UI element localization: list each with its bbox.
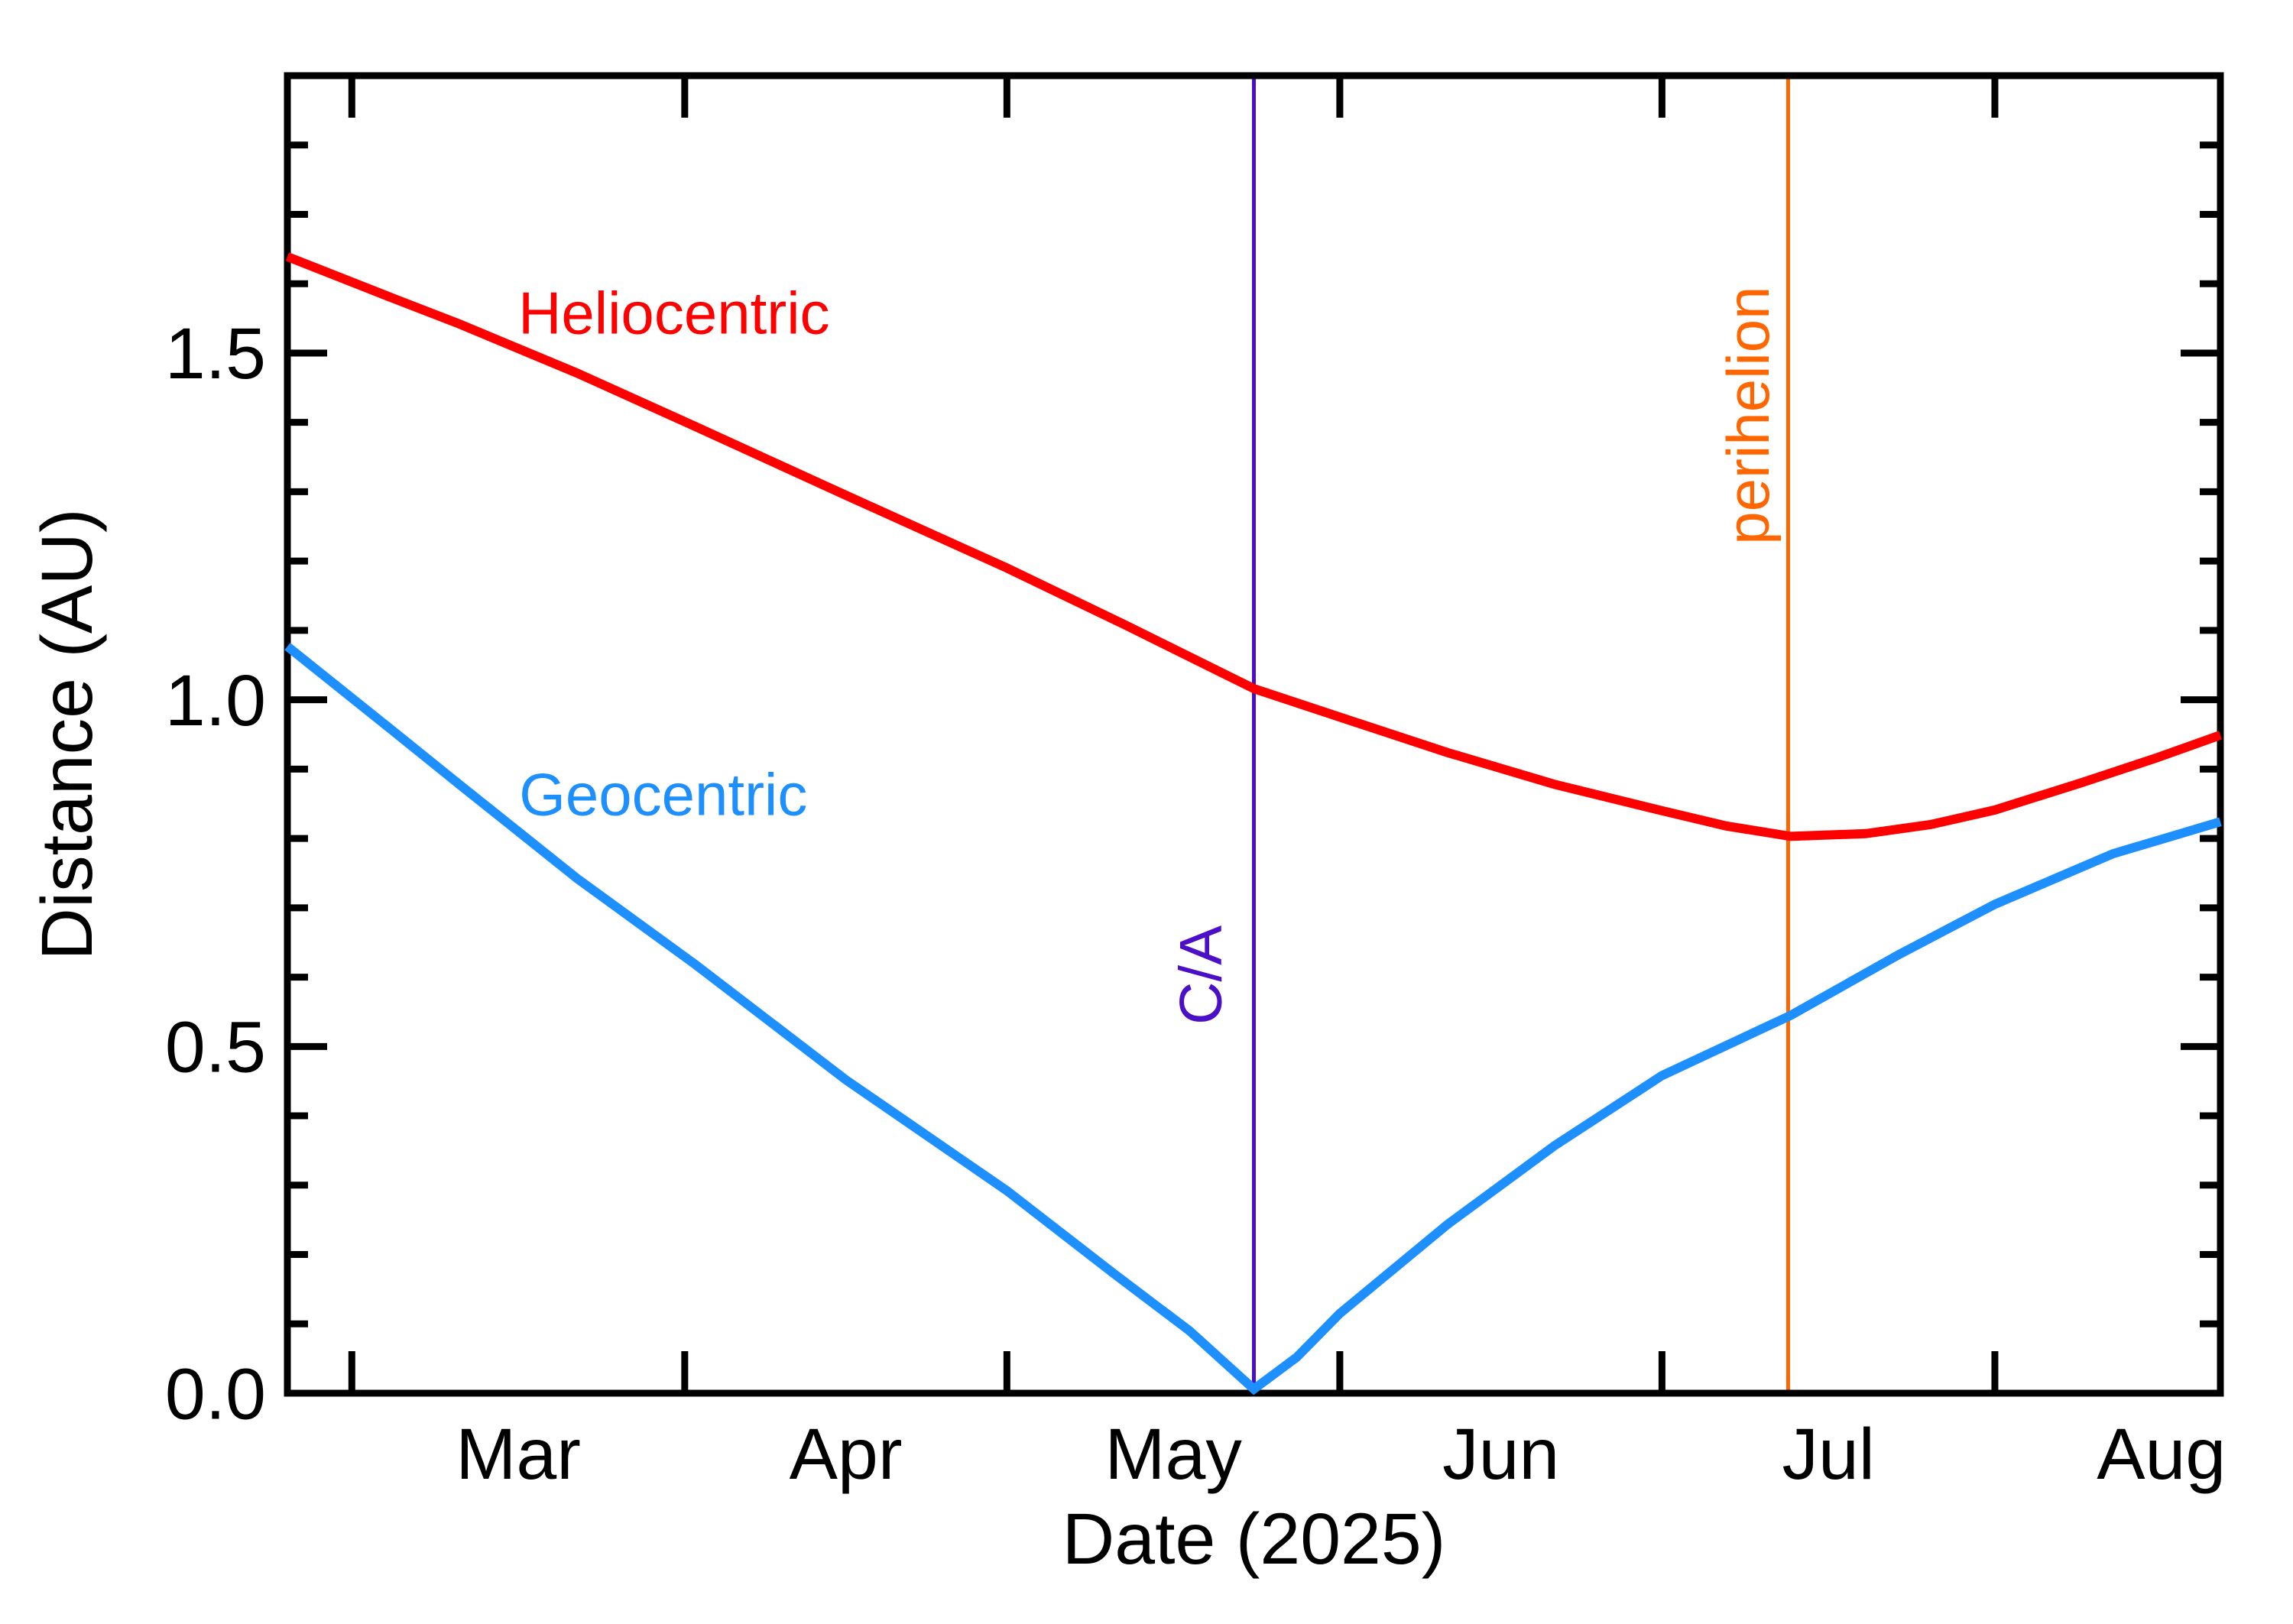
x-tick-label: May — [1104, 1414, 1242, 1495]
x-tick-label: Jul — [1782, 1414, 1874, 1495]
y-axis-title: Distance (AU) — [27, 508, 108, 960]
y-tick-label: 0.0 — [165, 1353, 266, 1434]
geocentric-label: Geocentric — [519, 760, 807, 828]
x-axis-tick-labels: Mar Apr May Jun Jul Aug — [456, 1414, 2226, 1495]
x-axis-ticks — [348, 76, 1999, 1393]
y-axis-tick-labels: 0.0 0.5 1.0 1.5 — [165, 313, 266, 1434]
y-tick-label: 1.5 — [165, 313, 266, 394]
chart-annotations: Heliocentric Geocentric C/A perihelion — [518, 280, 1782, 1025]
x-tick-label: Jun — [1442, 1414, 1559, 1495]
perihelion-label: perihelion — [1714, 286, 1782, 544]
event-lines — [1252, 76, 1790, 1393]
x-axis-title: Date (2025) — [1062, 1499, 1446, 1580]
geocentric-curve — [284, 643, 2222, 1395]
y-tick-label: 1.0 — [165, 660, 266, 741]
x-tick-label: Mar — [456, 1414, 581, 1495]
ca-label: C/A — [1167, 925, 1234, 1025]
heliocentric-label: Heliocentric — [518, 280, 829, 347]
y-axis-ticks — [287, 72, 2220, 1397]
y-tick-label: 0.5 — [165, 1007, 266, 1088]
x-tick-label: Aug — [2097, 1414, 2226, 1495]
heliocentric-curve — [285, 252, 2223, 841]
x-tick-label: Apr — [790, 1414, 903, 1495]
series-curves — [284, 252, 2223, 1395]
